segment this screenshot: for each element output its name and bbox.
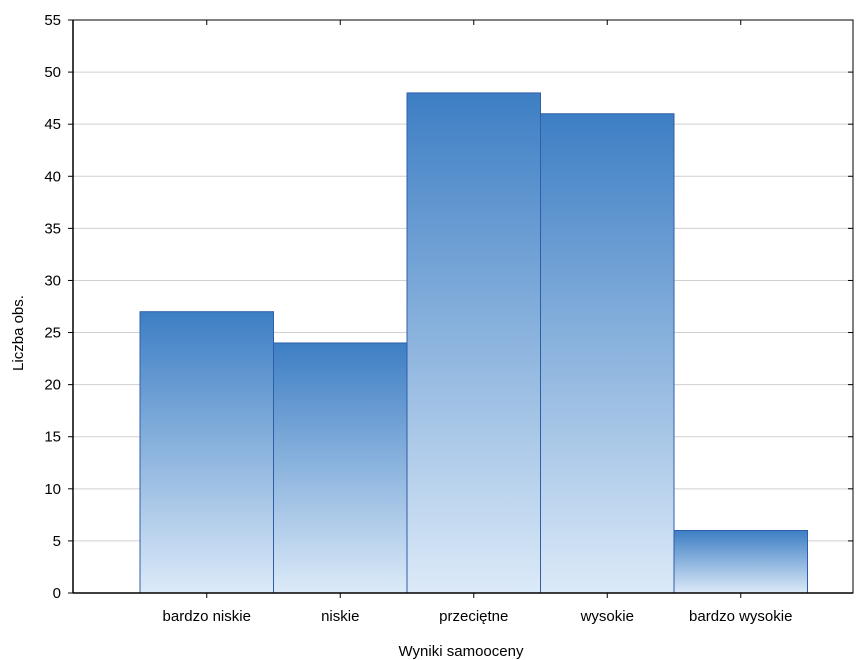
bar-niskie [273,342,408,594]
y-tick-label: 15 [44,429,61,446]
y-tick-labels: 0 5 10 15 20 25 30 35 40 45 50 55 [44,12,61,602]
bar-wysokie [540,113,675,594]
y-tick-label: 30 [44,272,61,289]
x-tick-label: bardzo wysokie [689,608,792,625]
y-tick-label: 25 [44,325,61,342]
y-tick-label: 35 [44,220,61,237]
bars [139,92,808,594]
y-tick-label: 55 [44,12,61,29]
y-tick-label: 50 [44,64,61,81]
x-tick-label: niskie [321,608,359,625]
y-tick-label: 0 [53,585,61,602]
x-axis-label: Wyniki samooceny [399,643,524,660]
x-tick-labels: bardzo niskie niskie przeciętne wysokie bard… [163,608,793,625]
y-axis-label: Liczba obs. [10,295,27,371]
axes [68,19,854,598]
bar-bardzo-niskie [139,311,274,594]
x-tick-label: przeciętne [439,608,508,625]
y-tick-label: 5 [53,533,61,550]
x-tick-label: bardzo niskie [163,608,251,625]
y-tick-label: 20 [44,377,61,394]
bar-przeciętne [406,92,541,594]
bar-bardzo-wysokie [673,529,808,594]
y-tick-label: 40 [44,168,61,185]
y-tick-label: 10 [44,481,61,498]
x-tick-label: wysokie [580,608,634,625]
y-tick-label: 45 [44,116,61,133]
